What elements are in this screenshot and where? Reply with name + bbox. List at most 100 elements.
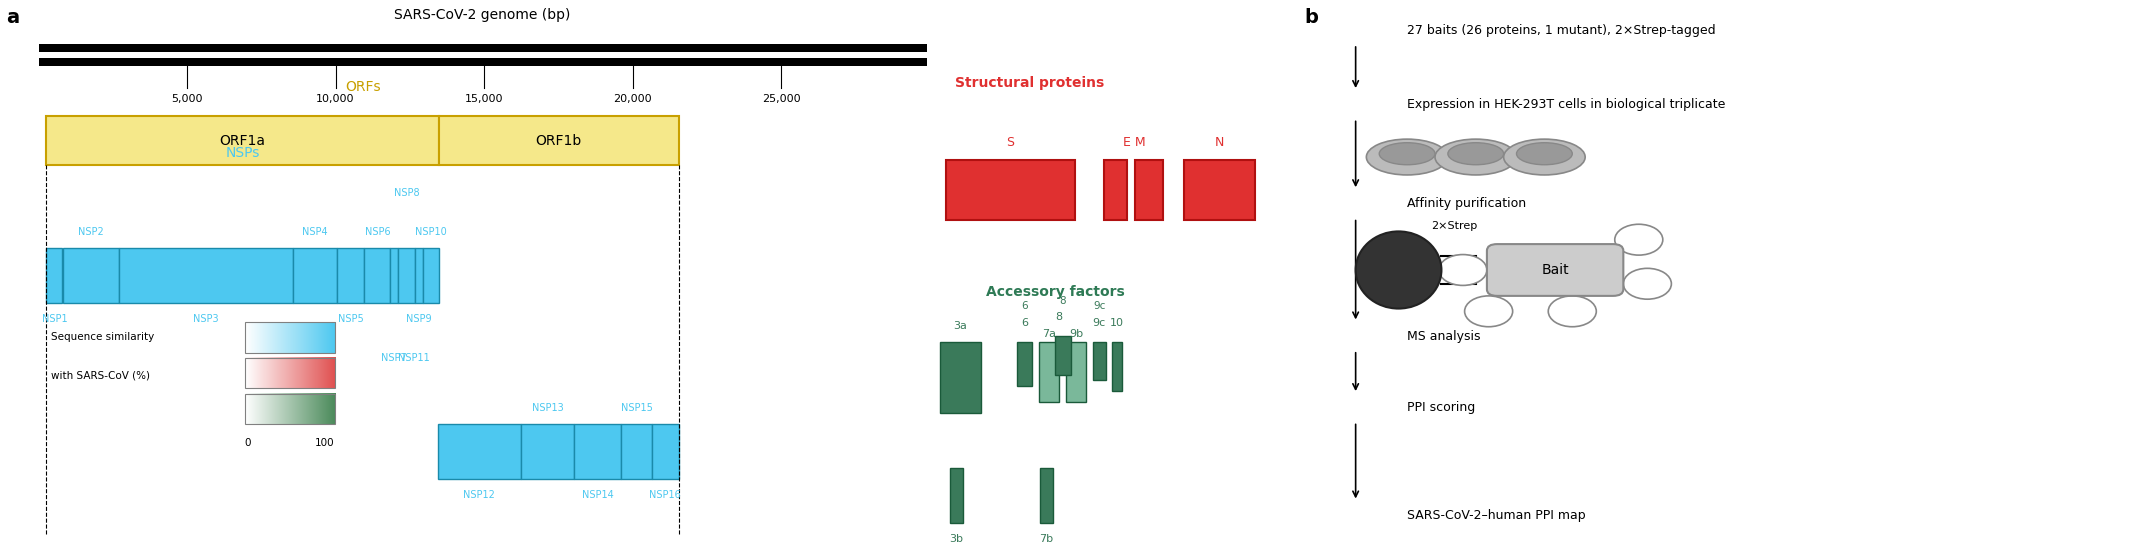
- Text: 6: 6: [1021, 318, 1027, 328]
- Text: NSPs: NSPs: [225, 146, 260, 160]
- Text: 3a: 3a: [952, 321, 967, 331]
- FancyBboxPatch shape: [438, 424, 521, 479]
- Text: 9c: 9c: [1094, 301, 1105, 311]
- FancyBboxPatch shape: [1184, 160, 1255, 220]
- Text: ORFs: ORFs: [345, 80, 380, 94]
- Text: 100: 100: [315, 438, 335, 448]
- Text: S: S: [1006, 136, 1015, 149]
- Text: N: N: [1214, 136, 1225, 149]
- Text: 9b: 9b: [1068, 329, 1083, 339]
- FancyBboxPatch shape: [1055, 336, 1070, 375]
- Circle shape: [1465, 296, 1512, 327]
- Text: 15,000: 15,000: [465, 94, 504, 104]
- Text: 8: 8: [1055, 312, 1062, 322]
- Text: 2×Strep: 2×Strep: [1431, 222, 1478, 231]
- Text: Sequence similarity: Sequence similarity: [51, 332, 154, 342]
- Text: ORF1a: ORF1a: [219, 133, 266, 148]
- Text: NSP6: NSP6: [365, 227, 390, 237]
- Circle shape: [1615, 224, 1662, 255]
- Text: NSP11: NSP11: [399, 353, 431, 363]
- Circle shape: [1439, 255, 1486, 285]
- FancyBboxPatch shape: [365, 248, 390, 303]
- FancyBboxPatch shape: [946, 160, 1075, 220]
- FancyBboxPatch shape: [390, 248, 397, 303]
- Ellipse shape: [1356, 231, 1441, 309]
- Text: Bait: Bait: [1542, 263, 1568, 277]
- Text: Affinity purification: Affinity purification: [1407, 197, 1527, 210]
- Text: Accessory factors: Accessory factors: [987, 285, 1124, 299]
- Text: SARS-CoV-2–human PPI map: SARS-CoV-2–human PPI map: [1407, 509, 1585, 522]
- Circle shape: [1624, 268, 1671, 299]
- Bar: [39, 52, 927, 58]
- Text: NSP12: NSP12: [463, 490, 495, 500]
- Bar: [245, 394, 335, 424]
- Bar: [39, 44, 927, 66]
- Text: NSP10: NSP10: [416, 227, 446, 237]
- FancyBboxPatch shape: [521, 424, 575, 479]
- Text: NSP9: NSP9: [408, 314, 431, 324]
- Text: 6: 6: [1021, 301, 1027, 311]
- FancyBboxPatch shape: [940, 342, 980, 413]
- Text: NSP3: NSP3: [193, 314, 219, 324]
- Text: 0: 0: [245, 438, 251, 448]
- Bar: [245, 322, 335, 353]
- FancyBboxPatch shape: [1486, 244, 1624, 296]
- Text: 10: 10: [1111, 318, 1124, 328]
- FancyBboxPatch shape: [1066, 342, 1085, 402]
- FancyBboxPatch shape: [292, 248, 337, 303]
- FancyBboxPatch shape: [397, 248, 416, 303]
- Text: Expression in HEK-293T cells in biological triplicate: Expression in HEK-293T cells in biologic…: [1407, 98, 1725, 111]
- Text: NSP15: NSP15: [620, 403, 652, 413]
- Ellipse shape: [1448, 143, 1504, 165]
- Text: 8: 8: [1060, 296, 1066, 306]
- Text: ORF1b: ORF1b: [536, 133, 581, 148]
- FancyBboxPatch shape: [423, 248, 440, 303]
- FancyBboxPatch shape: [622, 424, 652, 479]
- Text: 10,000: 10,000: [315, 94, 354, 104]
- FancyBboxPatch shape: [575, 424, 622, 479]
- Text: NSP5: NSP5: [339, 314, 365, 324]
- Ellipse shape: [1504, 139, 1585, 175]
- FancyBboxPatch shape: [950, 468, 963, 523]
- Bar: [245, 358, 335, 388]
- FancyBboxPatch shape: [438, 116, 678, 165]
- FancyBboxPatch shape: [62, 248, 120, 303]
- Text: PPI scoring: PPI scoring: [1407, 401, 1476, 414]
- Text: MS analysis: MS analysis: [1407, 329, 1480, 343]
- Text: b: b: [1304, 8, 1317, 27]
- Text: NSP8: NSP8: [395, 188, 418, 198]
- FancyBboxPatch shape: [1017, 342, 1032, 386]
- FancyBboxPatch shape: [1040, 468, 1053, 523]
- Text: NSP16: NSP16: [650, 490, 682, 500]
- FancyBboxPatch shape: [1111, 342, 1122, 391]
- Text: with SARS-CoV (%): with SARS-CoV (%): [51, 370, 150, 380]
- Ellipse shape: [1366, 139, 1448, 175]
- Text: NSP14: NSP14: [581, 490, 613, 500]
- Text: a: a: [6, 8, 19, 27]
- Text: NSP4: NSP4: [302, 227, 328, 237]
- Text: 3b: 3b: [950, 534, 963, 544]
- FancyBboxPatch shape: [1092, 342, 1105, 380]
- Text: NSP1: NSP1: [41, 314, 66, 324]
- Text: 7a: 7a: [1042, 329, 1055, 339]
- FancyBboxPatch shape: [1135, 160, 1163, 220]
- FancyBboxPatch shape: [337, 248, 365, 303]
- Text: NSP13: NSP13: [532, 403, 564, 413]
- Ellipse shape: [1379, 143, 1435, 165]
- Text: 25,000: 25,000: [761, 94, 800, 104]
- Text: 7b: 7b: [1040, 534, 1053, 544]
- FancyBboxPatch shape: [120, 248, 292, 303]
- Text: NSP7: NSP7: [382, 353, 408, 363]
- Text: 5,000: 5,000: [172, 94, 204, 104]
- Text: Structural proteins: Structural proteins: [955, 75, 1105, 90]
- Text: 20,000: 20,000: [613, 94, 652, 104]
- Text: NSP2: NSP2: [77, 227, 103, 237]
- Text: 9c: 9c: [1092, 318, 1105, 328]
- FancyBboxPatch shape: [47, 116, 438, 165]
- FancyBboxPatch shape: [1038, 342, 1060, 402]
- FancyBboxPatch shape: [47, 248, 62, 303]
- FancyBboxPatch shape: [652, 424, 678, 479]
- FancyBboxPatch shape: [416, 248, 423, 303]
- Text: 27 baits (26 proteins, 1 mutant), 2×Strep-tagged: 27 baits (26 proteins, 1 mutant), 2×Stre…: [1407, 24, 1716, 37]
- Text: SARS-CoV-2 genome (bp): SARS-CoV-2 genome (bp): [395, 8, 571, 22]
